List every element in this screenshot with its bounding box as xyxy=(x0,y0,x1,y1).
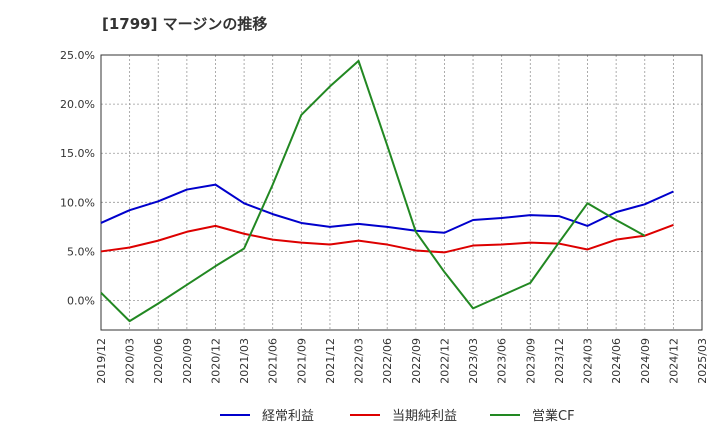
x-tick-label: 2020/09 xyxy=(181,338,194,384)
x-tick-label: 2019/12 xyxy=(95,338,108,384)
grid xyxy=(101,55,702,330)
x-tick-label: 2020/06 xyxy=(152,338,165,384)
legend-label: 営業CF xyxy=(532,408,575,424)
legend-label: 当期純利益 xyxy=(392,409,457,424)
y-tick-label: 0.0% xyxy=(67,295,95,308)
plot-frame xyxy=(100,54,703,331)
series-line xyxy=(100,183,674,234)
x-tick-label: 2021/12 xyxy=(324,338,337,384)
series-line xyxy=(100,223,674,254)
chart-title: [1799] マージンの推移 xyxy=(102,15,267,33)
x-tick-label: 2023/12 xyxy=(553,338,566,384)
legend: 経常利益 当期純利益 営業CF xyxy=(220,408,575,424)
series-line xyxy=(100,59,646,323)
x-tick-label: 2020/12 xyxy=(209,338,222,384)
x-tick-label: 2020/03 xyxy=(124,338,137,384)
x-tick-label: 2022/09 xyxy=(410,338,423,384)
y-axis-ticks: 25.0% 20.0% 15.0% 10.0% 5.0% 0.0% xyxy=(60,49,95,308)
y-tick-label: 5.0% xyxy=(67,245,95,258)
x-tick-label: 2023/09 xyxy=(524,338,537,384)
x-tick-label: 2025/03 xyxy=(696,338,709,384)
x-tick-label: 2024/09 xyxy=(639,338,652,384)
x-tick-label: 2024/03 xyxy=(582,338,595,384)
y-tick-label: 15.0% xyxy=(60,147,95,160)
x-tick-label: 2021/06 xyxy=(267,338,280,384)
x-tick-label: 2023/06 xyxy=(496,338,509,384)
x-tick-label: 2021/09 xyxy=(295,338,308,384)
y-tick-label: 25.0% xyxy=(60,49,95,62)
legend-label: 経常利益 xyxy=(262,409,314,424)
x-tick-label: 2022/12 xyxy=(438,338,451,384)
y-tick-label: 20.0% xyxy=(60,98,95,111)
x-tick-label: 2022/03 xyxy=(353,338,366,384)
x-tick-label: 2022/06 xyxy=(381,338,394,384)
y-tick-label: 10.0% xyxy=(60,196,95,209)
x-axis-ticks: 2019/12 2020/03 2020/06 2020/09 2020/12 2021/… xyxy=(95,338,709,384)
series-lines xyxy=(100,59,674,323)
x-tick-label: 2024/06 xyxy=(610,338,623,384)
x-tick-label: 2024/12 xyxy=(667,338,680,384)
x-tick-label: 2023/03 xyxy=(467,338,480,384)
x-tick-label: 2021/03 xyxy=(238,338,251,384)
